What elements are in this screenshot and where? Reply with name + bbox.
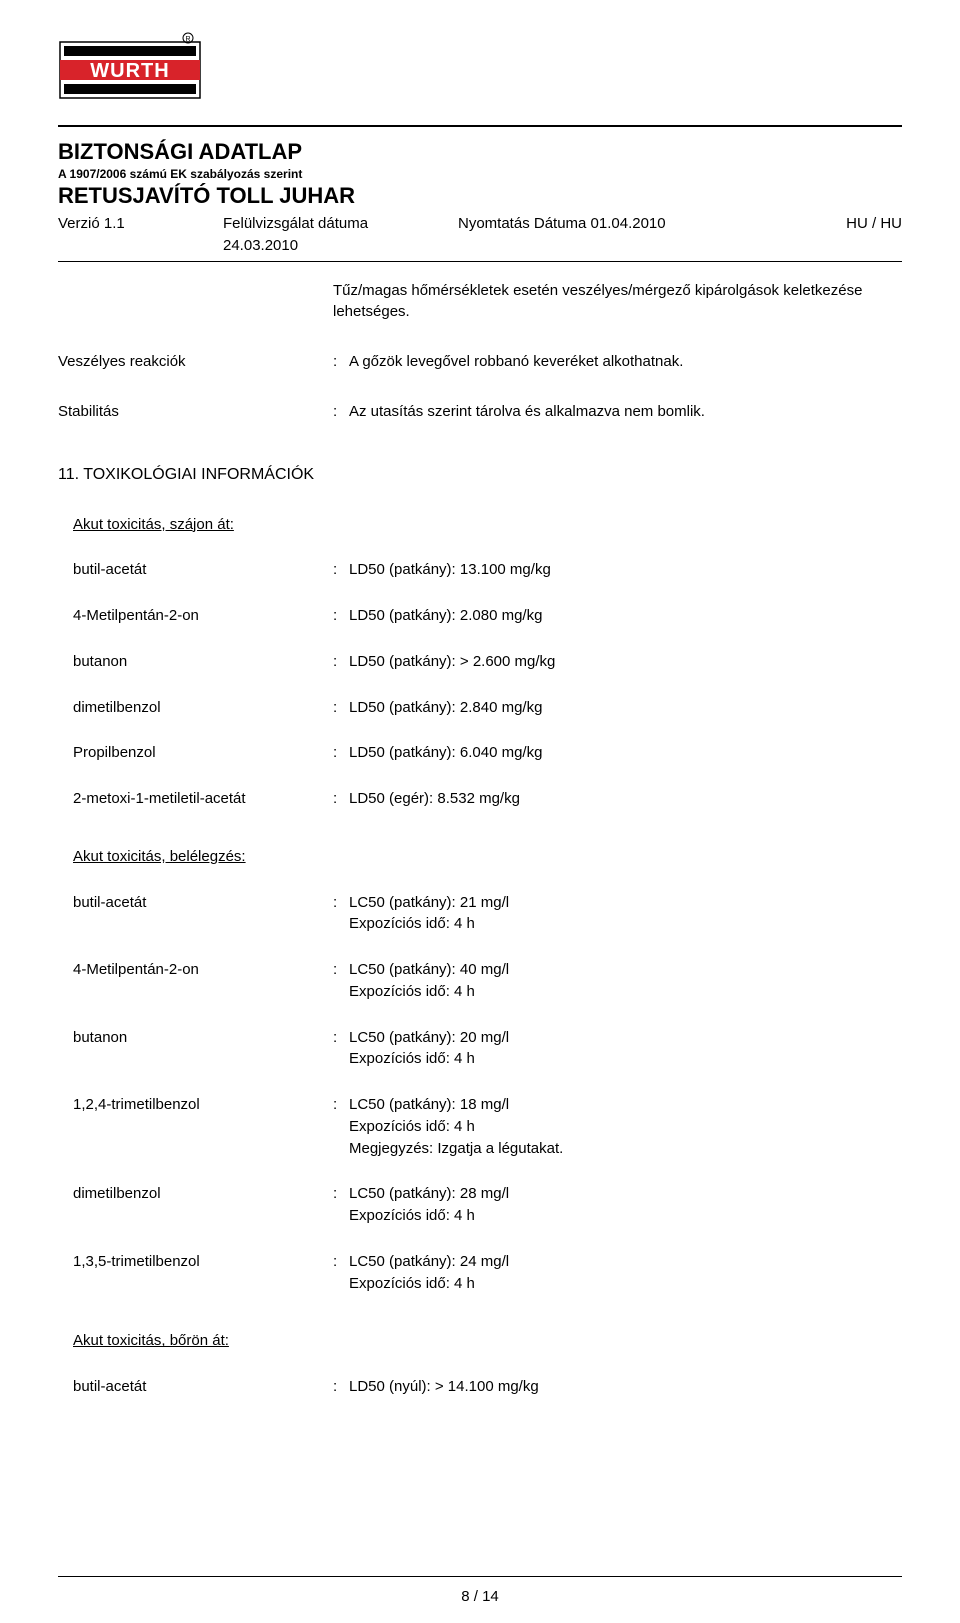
tox-oral-row: dimetilbenzol:LD50 (patkány): 2.840 mg/k… <box>73 697 902 719</box>
tox-inhalation-row: dimetilbenzol:LC50 (patkány): 28 mg/lExp… <box>73 1183 902 1227</box>
tox-value: LD50 (nyúl): > 14.100 mg/kg <box>349 1376 902 1398</box>
substance-name: 1,2,4-trimetilbenzol <box>73 1094 333 1159</box>
tox-inhalation-row: 1,2,4-trimetilbenzol:LC50 (patkány): 18 … <box>73 1094 902 1159</box>
substance-name: 2-metoxi-1-metiletil-acetát <box>73 788 333 810</box>
tox-value-line: Expozíciós idő: 4 h <box>349 1273 902 1295</box>
stability-row: Stabilitás : Az utasítás szerint tárolva… <box>58 401 902 423</box>
tox-value-line: LC50 (patkány): 40 mg/l <box>349 959 902 981</box>
reactions-value: A gőzök levegővel robbanó keveréket alko… <box>349 351 902 373</box>
tox-value: LD50 (patkány): 13.100 mg/kg <box>349 559 902 581</box>
version-label: Verzió 1.1 <box>58 213 203 257</box>
tox-value: LD50 (patkány): 2.840 mg/kg <box>349 697 902 719</box>
tox-value-line: LC50 (patkány): 24 mg/l <box>349 1251 902 1273</box>
svg-text:WURTH: WURTH <box>90 60 169 82</box>
tox-inhalation-row: butil-acetát:LC50 (patkány): 21 mg/lExpo… <box>73 892 902 936</box>
wurth-logo: WURTH R <box>58 30 218 112</box>
substance-name: dimetilbenzol <box>73 697 333 719</box>
colon: : <box>333 959 349 1003</box>
meta-row: Verzió 1.1 Felülvizsgálat dátuma 24.03.2… <box>58 213 902 257</box>
substance-name: butil-acetát <box>73 559 333 581</box>
tox-oral-row: butanon:LD50 (patkány): > 2.600 mg/kg <box>73 651 902 673</box>
colon: : <box>333 651 349 673</box>
colon: : <box>333 742 349 764</box>
stability-label: Stabilitás <box>58 401 333 423</box>
substance-name: butanon <box>73 1027 333 1071</box>
tox-oral-row: 4-Metilpentán-2-on:LD50 (patkány): 2.080… <box>73 605 902 627</box>
header-rule-top <box>58 125 902 127</box>
tox-value-line: Expozíciós idő: 4 h <box>349 1048 902 1070</box>
tox-value-line: LC50 (patkány): 20 mg/l <box>349 1027 902 1049</box>
substance-name: 4-Metilpentán-2-on <box>73 959 333 1003</box>
tox-oral-row: butil-acetát:LD50 (patkány): 13.100 mg/k… <box>73 559 902 581</box>
colon: : <box>333 605 349 627</box>
colon: : <box>333 788 349 810</box>
colon: : <box>333 1376 349 1398</box>
revision-date: 24.03.2010 <box>223 235 438 257</box>
product-name: RETUSJAVÍTÓ TOLL JUHAR <box>58 183 902 209</box>
tox-value: LD50 (patkány): > 2.600 mg/kg <box>349 651 902 673</box>
inhalation-heading: Akut toxicitás, belélegzés: <box>73 846 902 868</box>
tox-inhalation-row: 4-Metilpentán-2-on:LC50 (patkány): 40 mg… <box>73 959 902 1003</box>
colon: : <box>333 892 349 936</box>
tox-value-line: Expozíciós idő: 4 h <box>349 913 902 935</box>
tox-oral-row: 2-metoxi-1-metiletil-acetát:LD50 (egér):… <box>73 788 902 810</box>
substance-name: butanon <box>73 651 333 673</box>
colon: : <box>333 1094 349 1159</box>
page-number: 8 / 14 <box>0 1588 960 1605</box>
tox-inhalation-row: 1,3,5-trimetilbenzol:LC50 (patkány): 24 … <box>73 1251 902 1295</box>
colon: : <box>333 697 349 719</box>
tox-inhalation-row: butanon:LC50 (patkány): 20 mg/lExpozíció… <box>73 1027 902 1071</box>
print-label: Nyomtatás Dátuma 01.04.2010 <box>458 213 787 257</box>
tox-value: LD50 (patkány): 2.080 mg/kg <box>349 605 902 627</box>
svg-text:R: R <box>185 36 190 43</box>
substance-name: 4-Metilpentán-2-on <box>73 605 333 627</box>
header-rule-bottom <box>58 261 902 262</box>
colon: : <box>333 1251 349 1295</box>
revision-label: Felülvizsgálat dátuma <box>223 213 438 235</box>
tox-value-line: Expozíciós idő: 4 h <box>349 1205 902 1227</box>
inhalation-block: butil-acetát:LC50 (patkány): 21 mg/lExpo… <box>58 892 902 1295</box>
tox-value: LD50 (patkány): 6.040 mg/kg <box>349 742 902 764</box>
oral-block: butil-acetát:LD50 (patkány): 13.100 mg/k… <box>58 559 902 810</box>
colon: : <box>333 351 349 373</box>
substance-name: butil-acetát <box>73 892 333 936</box>
regulation-line: A 1907/2006 számú EK szabályozás szerint <box>58 167 902 181</box>
tox-value: LD50 (egér): 8.532 mg/kg <box>349 788 902 810</box>
tox-value-line: LC50 (patkány): 21 mg/l <box>349 892 902 914</box>
substance-name: dimetilbenzol <box>73 1183 333 1227</box>
colon: : <box>333 559 349 581</box>
tox-dermal-row: butil-acetát:LD50 (nyúl): > 14.100 mg/kg <box>73 1376 902 1398</box>
substance-name: 1,3,5-trimetilbenzol <box>73 1251 333 1295</box>
section-11-heading: 11. TOXIKOLÓGIAI INFORMÁCIÓK <box>58 463 902 486</box>
tox-oral-row: Propilbenzol:LD50 (patkány): 6.040 mg/kg <box>73 742 902 764</box>
substance-name: Propilbenzol <box>73 742 333 764</box>
colon: : <box>333 1183 349 1227</box>
dermal-heading: Akut toxicitás, bőrön át: <box>73 1330 902 1352</box>
locale: HU / HU <box>807 213 902 257</box>
doc-title: BIZTONSÁGI ADATLAP <box>58 139 902 165</box>
dermal-block: butil-acetát:LD50 (nyúl): > 14.100 mg/kg <box>58 1376 902 1398</box>
top-note: Tűz/magas hőmérsékletek esetén veszélyes… <box>333 280 902 324</box>
reactions-row: Veszélyes reakciók : A gőzök levegővel r… <box>58 351 902 373</box>
colon: : <box>333 1027 349 1071</box>
oral-heading: Akut toxicitás, szájon át: <box>73 514 902 536</box>
logo-wrap: WURTH R <box>58 30 902 117</box>
colon: : <box>333 401 349 423</box>
tox-value-line: LC50 (patkány): 28 mg/l <box>349 1183 902 1205</box>
footer-rule <box>58 1576 902 1577</box>
tox-value-line: Expozíciós idő: 4 h <box>349 1116 902 1138</box>
reactions-label: Veszélyes reakciók <box>58 351 333 373</box>
tox-value-line: LC50 (patkány): 18 mg/l <box>349 1094 902 1116</box>
substance-name: butil-acetát <box>73 1376 333 1398</box>
page-container: WURTH R BIZTONSÁGI ADATLAP A 1907/2006 s… <box>0 0 960 1623</box>
tox-value-line: Megjegyzés: Izgatja a légutakat. <box>349 1138 902 1160</box>
stability-value: Az utasítás szerint tárolva és alkalmazv… <box>349 401 902 423</box>
tox-value-line: Expozíciós idő: 4 h <box>349 981 902 1003</box>
